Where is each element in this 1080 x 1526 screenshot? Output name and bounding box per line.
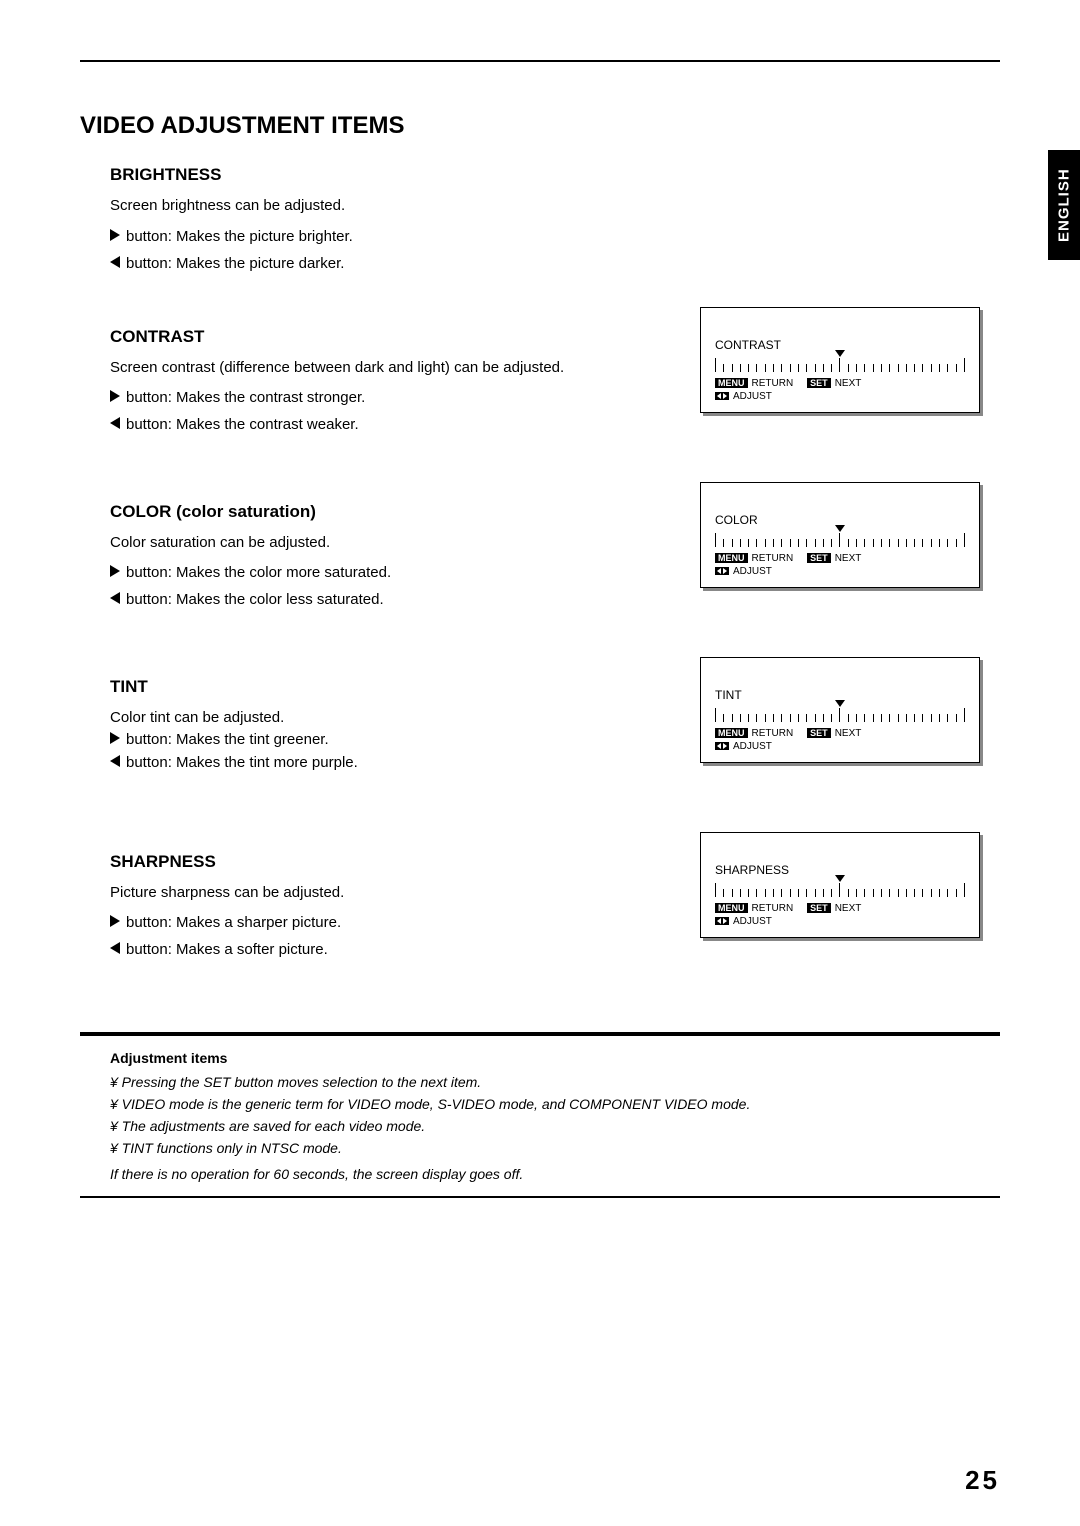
triangle-left-icon: [110, 591, 120, 608]
contrast-right-text: button: Makes the contrast stronger.: [126, 389, 365, 406]
adjust-label: ADJUST: [733, 916, 772, 927]
osd-footer: MENU RETURN ADJUST SET NEXT: [715, 903, 965, 927]
triangle-right-icon: [110, 389, 120, 406]
return-label: RETURN: [752, 378, 794, 389]
adjust-label: ADJUST: [733, 566, 772, 577]
brightness-right-line: button: Makes the picture brighter.: [110, 228, 1000, 245]
sharpness-left-line: button: Makes a softer picture.: [110, 941, 1000, 958]
next-label: NEXT: [835, 378, 862, 389]
footer-block: Adjustment items ¥ Pressing the SET butt…: [80, 1032, 1000, 1198]
set-badge: SET: [807, 903, 831, 913]
next-label: NEXT: [835, 903, 862, 914]
section-color: COLOR (color saturation) Color saturatio…: [80, 502, 1000, 622]
section-tint: TINT Color tint can be adjusted. button:…: [80, 677, 1000, 797]
contrast-left-line: button: Makes the contrast weaker.: [110, 416, 1000, 433]
footer-note: If there is no operation for 60 seconds,…: [110, 1166, 1000, 1182]
section-contrast: CONTRAST Screen contrast (difference bet…: [80, 327, 1000, 447]
thick-rule: [80, 1032, 1000, 1036]
top-rule: [80, 60, 1000, 62]
sharpness-left-text: button: Makes a softer picture.: [126, 941, 328, 958]
footer-item: ¥ Pressing the SET button moves selectio…: [110, 1074, 1000, 1090]
page-content: VIDEO ADJUSTMENT ITEMS BRIGHTNESS Screen…: [0, 0, 1080, 1238]
color-left-text: button: Makes the color less saturated.: [126, 591, 384, 608]
menu-badge: MENU: [715, 728, 748, 738]
set-badge: SET: [807, 378, 831, 388]
triangle-left-icon: [110, 416, 120, 433]
triangle-right-icon: [110, 228, 120, 245]
triangle-right-icon: [110, 564, 120, 581]
section-sharpness: SHARPNESS Picture sharpness can be adjus…: [80, 852, 1000, 972]
footer-item: ¥ The adjustments are saved for each vid…: [110, 1118, 1000, 1134]
brightness-heading: BRIGHTNESS: [110, 165, 1000, 185]
set-badge: SET: [807, 728, 831, 738]
adjust-label: ADJUST: [733, 741, 772, 752]
osd-scale: [715, 356, 965, 372]
brightness-right-text: button: Makes the picture brighter.: [126, 228, 353, 245]
main-heading: VIDEO ADJUSTMENT ITEMS: [80, 112, 1000, 140]
left-right-icon: [715, 567, 729, 575]
contrast-left-text: button: Makes the contrast weaker.: [126, 416, 359, 433]
osd-contrast: CONTRAST MENURETURN ADJUST SETNEXT: [700, 307, 980, 413]
triangle-right-icon: [110, 914, 120, 931]
footer-title: Adjustment items: [110, 1050, 1000, 1066]
osd-tint: TINT MENURETURN ADJUST SETNEXT: [700, 657, 980, 763]
osd-footer: MENU RETURN ADJUST SET NEXT: [715, 728, 965, 752]
section-brightness: BRIGHTNESS Screen brightness can be adju…: [80, 165, 1000, 272]
next-label: NEXT: [835, 553, 862, 564]
page-number: 25: [965, 1465, 1000, 1496]
set-badge: SET: [807, 553, 831, 563]
tint-right-text: button: Makes the tint greener.: [126, 731, 329, 748]
next-label: NEXT: [835, 728, 862, 739]
menu-badge: MENU: [715, 553, 748, 563]
triangle-left-icon: [110, 941, 120, 958]
osd-scale: [715, 881, 965, 897]
brightness-desc: Screen brightness can be adjusted.: [110, 195, 1000, 218]
osd-footer: MENU RETURN ADJUST SET NEXT: [715, 378, 965, 402]
return-label: RETURN: [752, 903, 794, 914]
return-label: RETURN: [752, 728, 794, 739]
adjust-label: ADJUST: [733, 391, 772, 402]
triangle-left-icon: [110, 754, 120, 771]
left-right-icon: [715, 742, 729, 750]
osd-footer: MENU RETURN ADJUST SET NEXT: [715, 553, 965, 577]
return-label: RETURN: [752, 553, 794, 564]
sharpness-right-text: button: Makes a sharper picture.: [126, 914, 341, 931]
osd-color: COLOR MENURETURN ADJUST SETNEXT: [700, 482, 980, 588]
color-right-text: button: Makes the color more saturated.: [126, 564, 391, 581]
osd-scale: [715, 531, 965, 547]
footer-item: ¥ TINT functions only in NTSC mode.: [110, 1140, 1000, 1156]
osd-sharpness: SHARPNESS MENURETURN ADJUST SETNEXT: [700, 832, 980, 938]
menu-badge: MENU: [715, 378, 748, 388]
left-right-icon: [715, 392, 729, 400]
osd-scale: [715, 706, 965, 722]
left-right-icon: [715, 917, 729, 925]
color-left-line: button: Makes the color less saturated.: [110, 591, 1000, 608]
footer-item: ¥ VIDEO mode is the generic term for VID…: [110, 1096, 1000, 1112]
tint-left-text: button: Makes the tint more purple.: [126, 754, 358, 771]
brightness-left-text: button: Makes the picture darker.: [126, 255, 344, 272]
menu-badge: MENU: [715, 903, 748, 913]
triangle-right-icon: [110, 731, 120, 748]
thin-rule: [80, 1196, 1000, 1198]
triangle-left-icon: [110, 255, 120, 272]
brightness-left-line: button: Makes the picture darker.: [110, 255, 1000, 272]
